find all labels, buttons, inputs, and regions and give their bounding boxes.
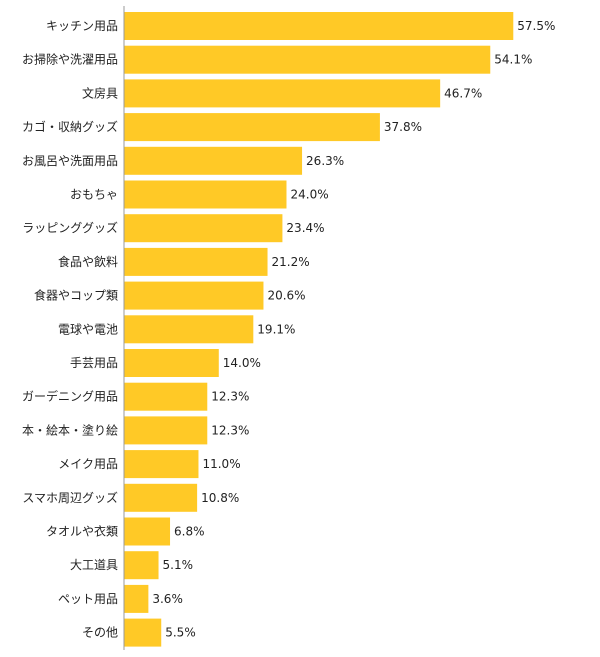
bar bbox=[124, 416, 208, 445]
bar bbox=[124, 113, 380, 142]
value-label: 10.8% bbox=[201, 491, 239, 505]
category-label: その他 bbox=[82, 626, 118, 640]
bar bbox=[124, 551, 159, 580]
bar bbox=[124, 247, 268, 276]
value-label: 3.6% bbox=[152, 592, 183, 606]
bar bbox=[124, 618, 162, 647]
category-label: ラッピンググッズ bbox=[22, 220, 118, 235]
value-label: 23.4% bbox=[286, 221, 324, 235]
category-label: キッチン用品 bbox=[46, 19, 118, 33]
value-label: 54.1% bbox=[494, 53, 532, 67]
value-label: 12.3% bbox=[211, 390, 249, 404]
value-label: 14.0% bbox=[223, 356, 261, 370]
bar bbox=[124, 450, 199, 479]
bar bbox=[124, 12, 514, 40]
value-label: 12.3% bbox=[211, 423, 249, 437]
category-label: スマホ周辺グッズ bbox=[22, 490, 118, 505]
value-label: 21.2% bbox=[272, 255, 310, 269]
value-label: 57.5% bbox=[517, 19, 555, 33]
category-label: 本・絵本・塗り絵 bbox=[22, 422, 118, 437]
value-label: 6.8% bbox=[174, 525, 205, 539]
bar bbox=[124, 146, 303, 175]
category-label: 食器やコップ類 bbox=[34, 288, 118, 303]
bar bbox=[124, 79, 441, 108]
value-label: 24.0% bbox=[290, 188, 328, 202]
category-label: 大工道具 bbox=[70, 558, 118, 572]
bar bbox=[124, 281, 264, 310]
value-label: 11.0% bbox=[202, 457, 240, 471]
value-label: 5.5% bbox=[165, 626, 196, 640]
bar bbox=[124, 45, 491, 74]
category-label: おもちゃ bbox=[70, 188, 118, 202]
value-label: 5.1% bbox=[163, 558, 194, 572]
category-label: 手芸用品 bbox=[70, 356, 118, 370]
value-label: 19.1% bbox=[257, 322, 295, 336]
value-label: 20.6% bbox=[267, 289, 305, 303]
value-label: 37.8% bbox=[384, 120, 422, 134]
category-label: タオルや衣類 bbox=[46, 524, 118, 539]
bar bbox=[124, 483, 198, 512]
category-label: カゴ・収納グッズ bbox=[22, 119, 118, 134]
category-label: メイク用品 bbox=[58, 457, 118, 471]
value-label: 46.7% bbox=[444, 86, 482, 100]
bar bbox=[124, 517, 171, 546]
value-label: 26.3% bbox=[306, 154, 344, 168]
category-label: ガーデニング用品 bbox=[22, 389, 118, 404]
category-label: お風呂や洗面用品 bbox=[22, 154, 118, 168]
category-label: 食品や飲料 bbox=[58, 254, 118, 269]
bars-layer bbox=[124, 12, 514, 647]
bar bbox=[124, 349, 219, 377]
category-label: 文房具 bbox=[82, 85, 118, 100]
bar bbox=[124, 180, 287, 209]
category-label: お掃除や洗濯用品 bbox=[22, 52, 118, 67]
category-label: 電球や電池 bbox=[58, 322, 118, 336]
bar bbox=[124, 214, 283, 243]
bar bbox=[124, 584, 149, 613]
bar bbox=[124, 315, 254, 344]
category-label: ペット用品 bbox=[58, 592, 118, 606]
labels-layer: キッチン用品 57.5% お掃除や洗濯用品 54.1% 文房具 46.7% カゴ・収納グッズ… bbox=[22, 19, 555, 640]
bar bbox=[124, 382, 208, 411]
